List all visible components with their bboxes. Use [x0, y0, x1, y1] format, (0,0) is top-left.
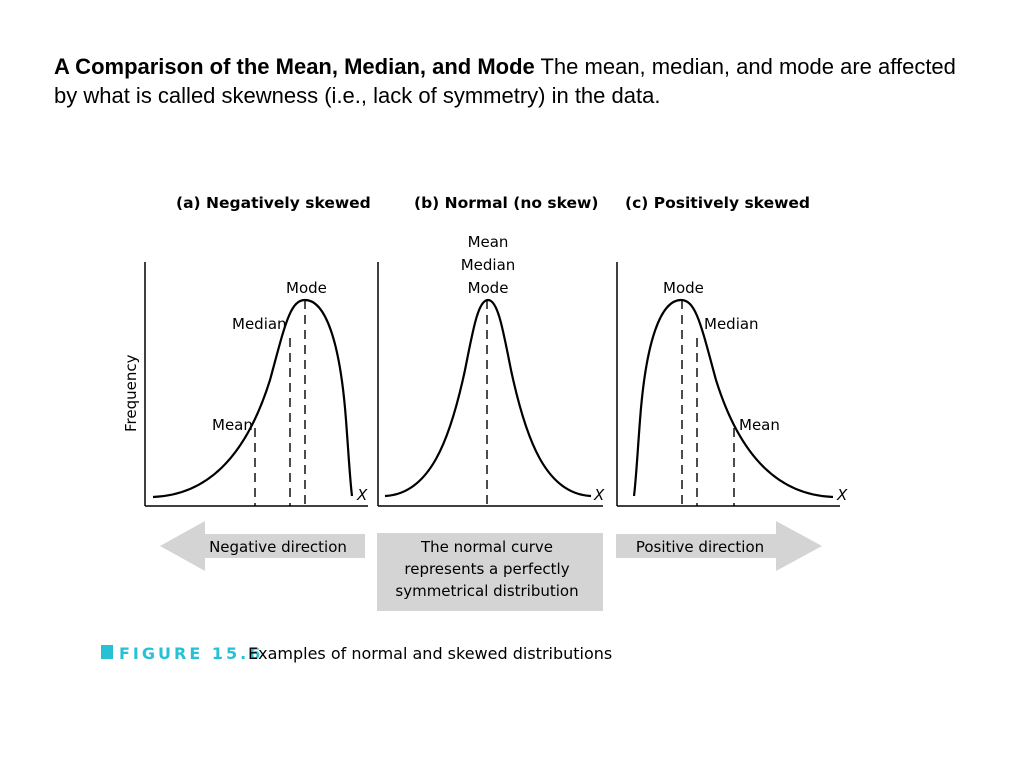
panel-a-mode-label: Mode	[286, 279, 327, 297]
panel-a-axes	[144, 262, 368, 507]
panel-b-curve	[384, 298, 592, 498]
panel-c-curve	[632, 298, 834, 499]
panel-c-mean-label: Mean	[739, 416, 780, 434]
positive-direction-arrow	[616, 521, 822, 571]
heading-text: The mean, median, and mode are affected …	[54, 54, 956, 108]
negative-direction-label: Negative direction	[209, 538, 347, 556]
caption-accent-square	[101, 645, 113, 659]
box-line-3: symmetrical distribution	[395, 582, 578, 600]
panel-c-axes	[616, 262, 840, 507]
panel-b-mode-label: Mode	[468, 279, 509, 297]
panel-a-curve	[152, 298, 354, 499]
normal-curve-box	[377, 533, 603, 611]
panel-a-median-label: Median	[232, 315, 287, 333]
panel-c-dashes	[681, 300, 735, 506]
panel-b-median-label: Median	[461, 256, 516, 274]
slide-heading: A Comparison of the Mean, Median, and Mo…	[54, 52, 984, 110]
negative-direction-arrow	[160, 521, 365, 571]
panel-c-mode-label: Mode	[663, 279, 704, 297]
caption-text: Examples of normal and skewed distributi…	[248, 644, 612, 663]
panel-b-title: (b) Normal (no skew)	[414, 194, 598, 212]
y-axis-label: Frequency	[122, 354, 140, 432]
panel-a-title: (a) Negatively skewed	[176, 194, 371, 212]
panel-c-title: (c) Positively skewed	[625, 194, 810, 212]
panel-b-mean-label: Mean	[468, 233, 509, 251]
positive-direction-label: Positive direction	[636, 538, 764, 556]
panel-a-mean-label: Mean	[212, 416, 253, 434]
heading-bold: A Comparison of the Mean, Median, and Mo…	[54, 54, 535, 79]
panel-c-x-label: X	[836, 486, 848, 504]
panel-a-dashes	[254, 300, 306, 506]
panel-b-axes	[377, 262, 603, 507]
box-line-1: The normal curve	[420, 538, 553, 556]
caption-figure-label: FIGURE 15.6	[119, 644, 263, 663]
panel-b-x-label: X	[593, 486, 605, 504]
box-line-2: represents a perfectly	[404, 560, 569, 578]
panel-c-median-label: Median	[704, 315, 759, 333]
panel-a-x-label: X	[356, 486, 368, 504]
